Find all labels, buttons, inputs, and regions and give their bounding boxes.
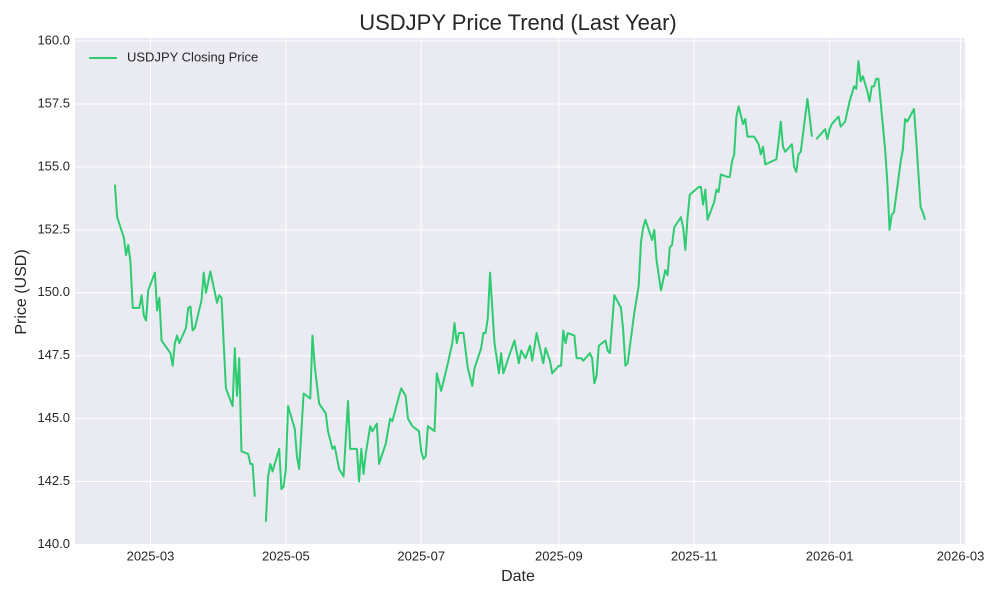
y-tick-label: 150.0 <box>37 284 70 299</box>
x-tick-label: 2025-07 <box>397 548 445 563</box>
x-tick-label: 2025-09 <box>535 548 583 563</box>
y-tick-label: 147.5 <box>37 347 70 362</box>
x-tick-label: 2026-03 <box>937 548 985 563</box>
legend-label: USDJPY Closing Price <box>127 49 258 64</box>
x-tick-label: 2026-01 <box>806 548 854 563</box>
x-tick-label: 2025-03 <box>127 548 175 563</box>
y-tick-label: 160.0 <box>37 32 70 47</box>
y-axis-label: Price (USD) <box>13 249 30 334</box>
y-tick-label: 140.0 <box>37 536 70 551</box>
x-axis-label: Date <box>501 568 535 585</box>
price-line <box>113 60 927 522</box>
y-tick-label: 155.0 <box>37 158 70 173</box>
y-tick-label: 157.5 <box>37 95 70 110</box>
chart-title: USDJPY Price Trend (Last Year) <box>359 10 677 35</box>
y-tick-label: 145.0 <box>37 410 70 425</box>
x-tick-label: 2025-05 <box>262 548 310 563</box>
plot-area <box>75 38 965 545</box>
x-tick-label: 2025-11 <box>671 548 718 563</box>
y-tick-label: 152.5 <box>37 221 70 236</box>
y-tick-label: 142.5 <box>37 473 70 488</box>
